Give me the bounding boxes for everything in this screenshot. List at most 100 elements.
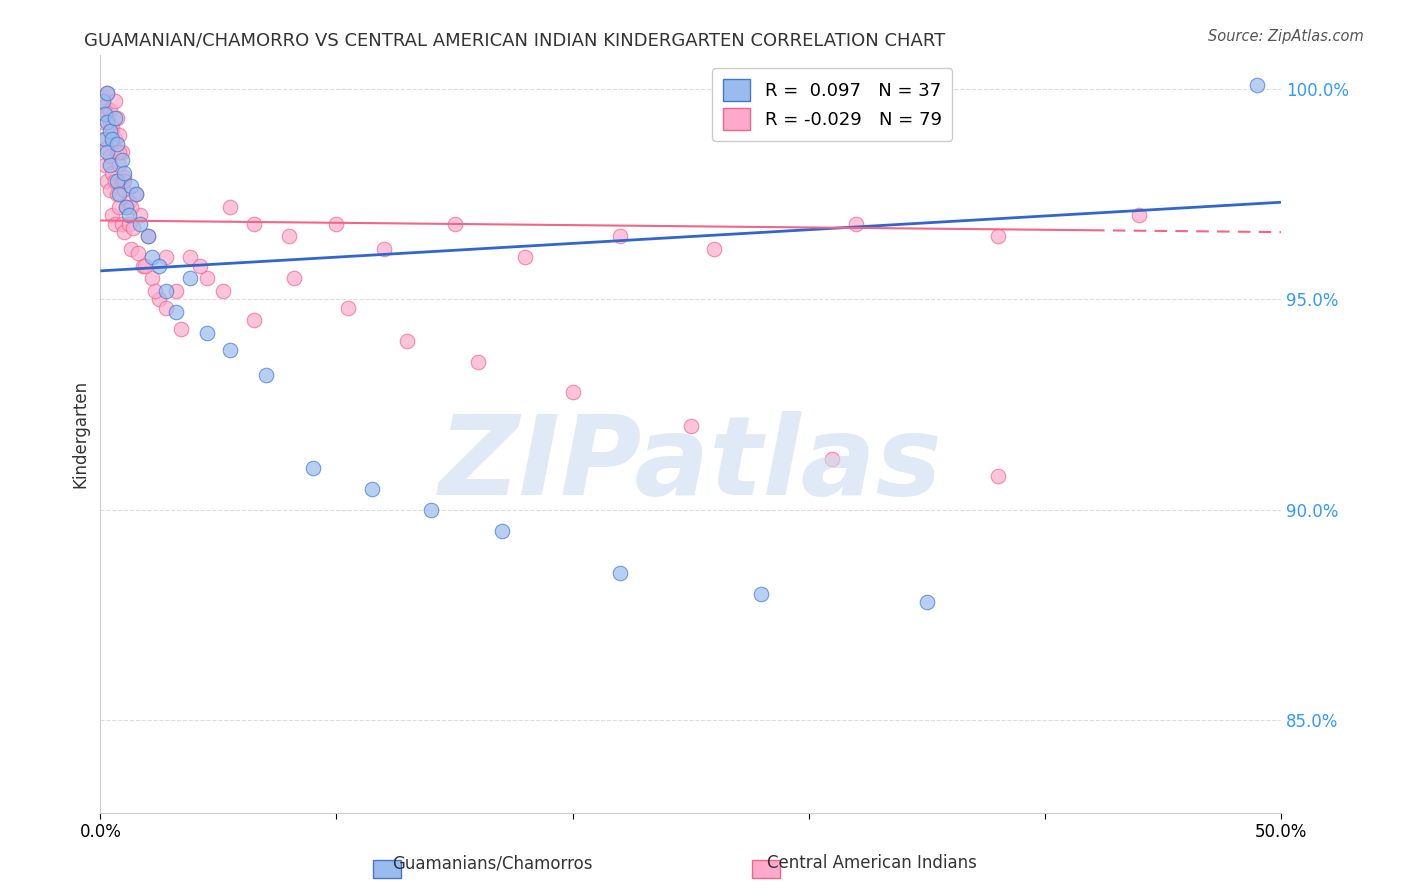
Point (396, 334, 419, 349)
Text: Source: ZipAtlas.com: Source: ZipAtlas.com (1208, 29, 1364, 44)
Point (129, 217, 152, 231)
Point (136, 229, 159, 244)
Point (302, 460, 325, 475)
Point (179, 250, 201, 264)
Point (108, 200, 131, 214)
Point (98, 103, 121, 117)
Text: GUAMANIAN/CHAMORRO VS CENTRAL AMERICAN INDIAN KINDERGARTEN CORRELATION CHART: GUAMANIAN/CHAMORRO VS CENTRAL AMERICAN I… (84, 31, 946, 49)
Point (105, 136, 128, 151)
Point (96, 145, 118, 159)
Point (94, 158, 117, 172)
Point (96, 115, 118, 129)
Point (91, 90, 114, 104)
Point (141, 250, 163, 264)
Point (278, 229, 301, 244)
Point (148, 293, 170, 307)
Point (110, 153, 132, 168)
Point (561, 384, 583, 399)
Point (129, 208, 152, 222)
Point (120, 178, 142, 193)
Point (609, 229, 631, 244)
Point (821, 452, 844, 467)
Point (98, 149, 121, 163)
Point (118, 217, 141, 231)
Point (103, 132, 125, 146)
Point (751, 587, 773, 601)
Text: Central American Indians: Central American Indians (766, 855, 977, 872)
Point (105, 112, 128, 126)
Point (96, 141, 118, 155)
Point (98, 124, 121, 138)
Point (703, 242, 725, 256)
Point (96, 174, 118, 188)
Point (165, 284, 187, 298)
Point (148, 259, 170, 273)
Point (112, 174, 135, 188)
Point (101, 208, 124, 222)
Point (105, 174, 128, 188)
Y-axis label: Kindergarten: Kindergarten (72, 380, 89, 488)
Point (118, 195, 141, 210)
Point (115, 200, 138, 214)
Point (337, 301, 360, 315)
Point (845, 217, 868, 231)
Point (110, 217, 132, 231)
Point (141, 271, 163, 285)
Point (118, 208, 141, 222)
Point (195, 326, 218, 340)
Point (98, 158, 121, 172)
Point (94, 132, 117, 146)
Point (101, 124, 124, 138)
Point (188, 259, 211, 273)
Point (112, 170, 135, 185)
Point (915, 595, 938, 609)
Point (987, 469, 1010, 483)
Point (103, 217, 125, 231)
Point (491, 524, 513, 538)
Point (101, 120, 124, 134)
Point (108, 187, 131, 202)
Point (91, 95, 114, 109)
Point (96, 86, 118, 100)
Point (101, 166, 124, 180)
Point (1246, 78, 1268, 92)
Point (212, 284, 235, 298)
Point (108, 128, 131, 142)
Point (419, 503, 441, 517)
Point (136, 229, 159, 244)
Point (110, 145, 132, 159)
Point (325, 217, 347, 231)
Point (443, 217, 465, 231)
Point (243, 217, 266, 231)
Point (94, 107, 117, 121)
Point (122, 220, 145, 235)
Point (105, 187, 128, 202)
Legend: R =  0.097   N = 37, R = -0.029   N = 79: R = 0.097 N = 37, R = -0.029 N = 79 (713, 68, 952, 141)
Point (120, 242, 142, 256)
Point (120, 200, 142, 214)
Point (134, 259, 156, 273)
Point (1128, 208, 1150, 222)
Text: ZIPatlas: ZIPatlas (439, 411, 942, 518)
Point (219, 343, 242, 357)
Point (105, 145, 128, 159)
Point (115, 200, 138, 214)
Point (155, 301, 177, 315)
Point (112, 225, 135, 239)
Point (103, 95, 125, 109)
Point (101, 132, 124, 146)
Point (515, 250, 537, 264)
Point (112, 183, 135, 197)
Text: Guamanians/Chamorros: Guamanians/Chamorros (392, 855, 592, 872)
Point (108, 145, 131, 159)
Point (103, 112, 125, 126)
Point (110, 174, 132, 188)
Point (98, 115, 121, 129)
Point (179, 271, 201, 285)
Point (373, 242, 395, 256)
Point (94, 132, 117, 146)
Point (195, 271, 218, 285)
Point (96, 107, 118, 121)
Point (254, 368, 277, 382)
Point (108, 158, 131, 172)
